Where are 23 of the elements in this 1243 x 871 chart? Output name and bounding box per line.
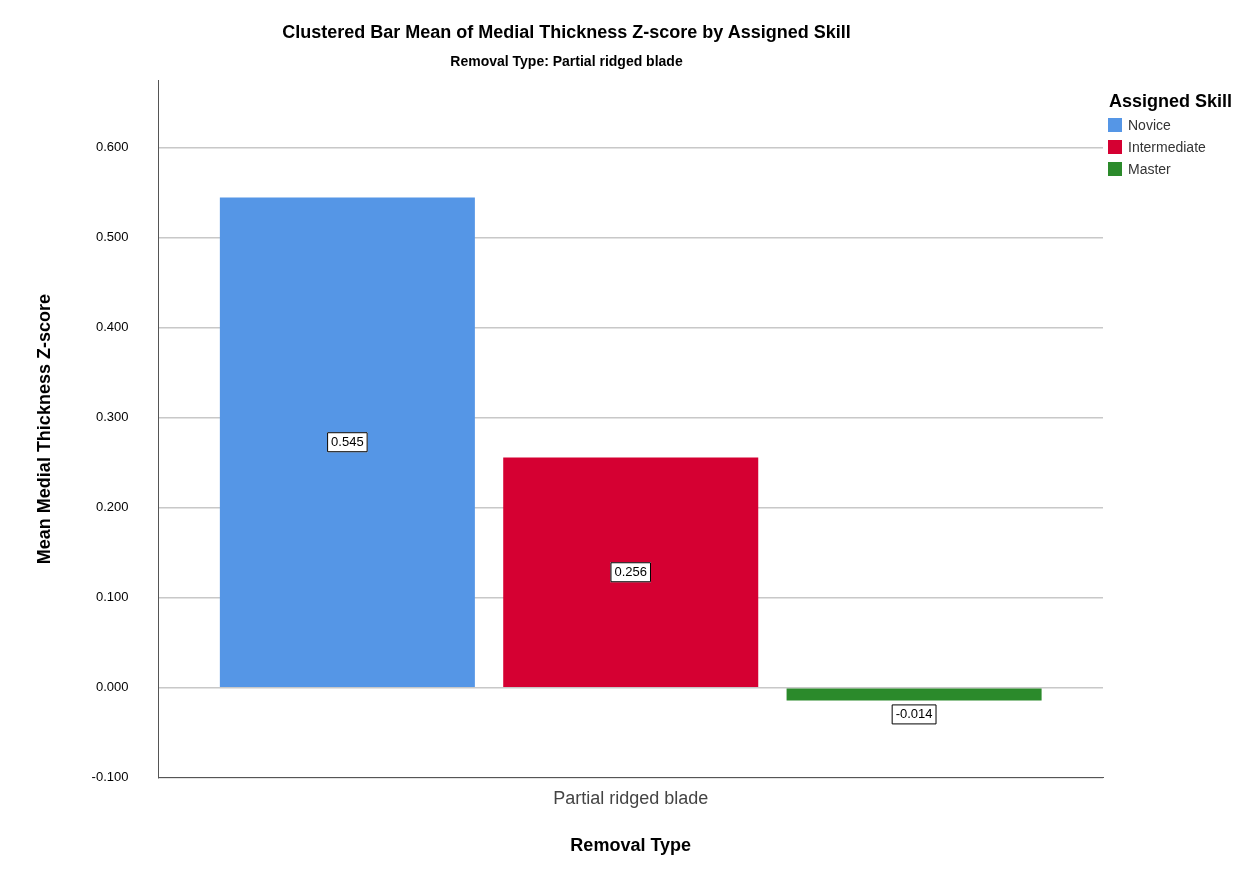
legend-label: Intermediate: [1128, 139, 1206, 155]
legend-label: Master: [1128, 161, 1171, 177]
y-tick-label: -0.100: [91, 769, 129, 785]
y-tick-label: 0.500: [95, 229, 129, 245]
chart-subtitle: Removal Type: Partial ridged blade: [450, 52, 683, 69]
y-tick-label: 0.400: [95, 319, 129, 335]
y-axis-title: Mean Medial Thickness Z-score: [33, 294, 54, 565]
y-tick-label: 0.000: [95, 679, 129, 695]
y-tick-label: 0.200: [95, 499, 129, 515]
y-tick-label: 0.100: [95, 589, 129, 605]
data-label: 0.545: [331, 433, 364, 449]
chart-title: Clustered Bar Mean of Medial Thickness Z-score by Assigned Skill: [282, 21, 851, 42]
bar: [219, 197, 475, 688]
legend-title: Assigned Skill: [1108, 91, 1233, 111]
x-axis-title: Removal Type: [570, 835, 692, 856]
bar: [786, 688, 1042, 701]
y-tick-label: 0.300: [95, 409, 129, 425]
x-tick-label: Partial ridged blade: [553, 787, 709, 808]
legend-label: Novice: [1128, 117, 1171, 133]
data-label: 0.256: [614, 563, 647, 579]
data-label: -0.014: [895, 705, 933, 721]
bar: [503, 457, 759, 688]
y-tick-label: 0.600: [95, 139, 129, 155]
